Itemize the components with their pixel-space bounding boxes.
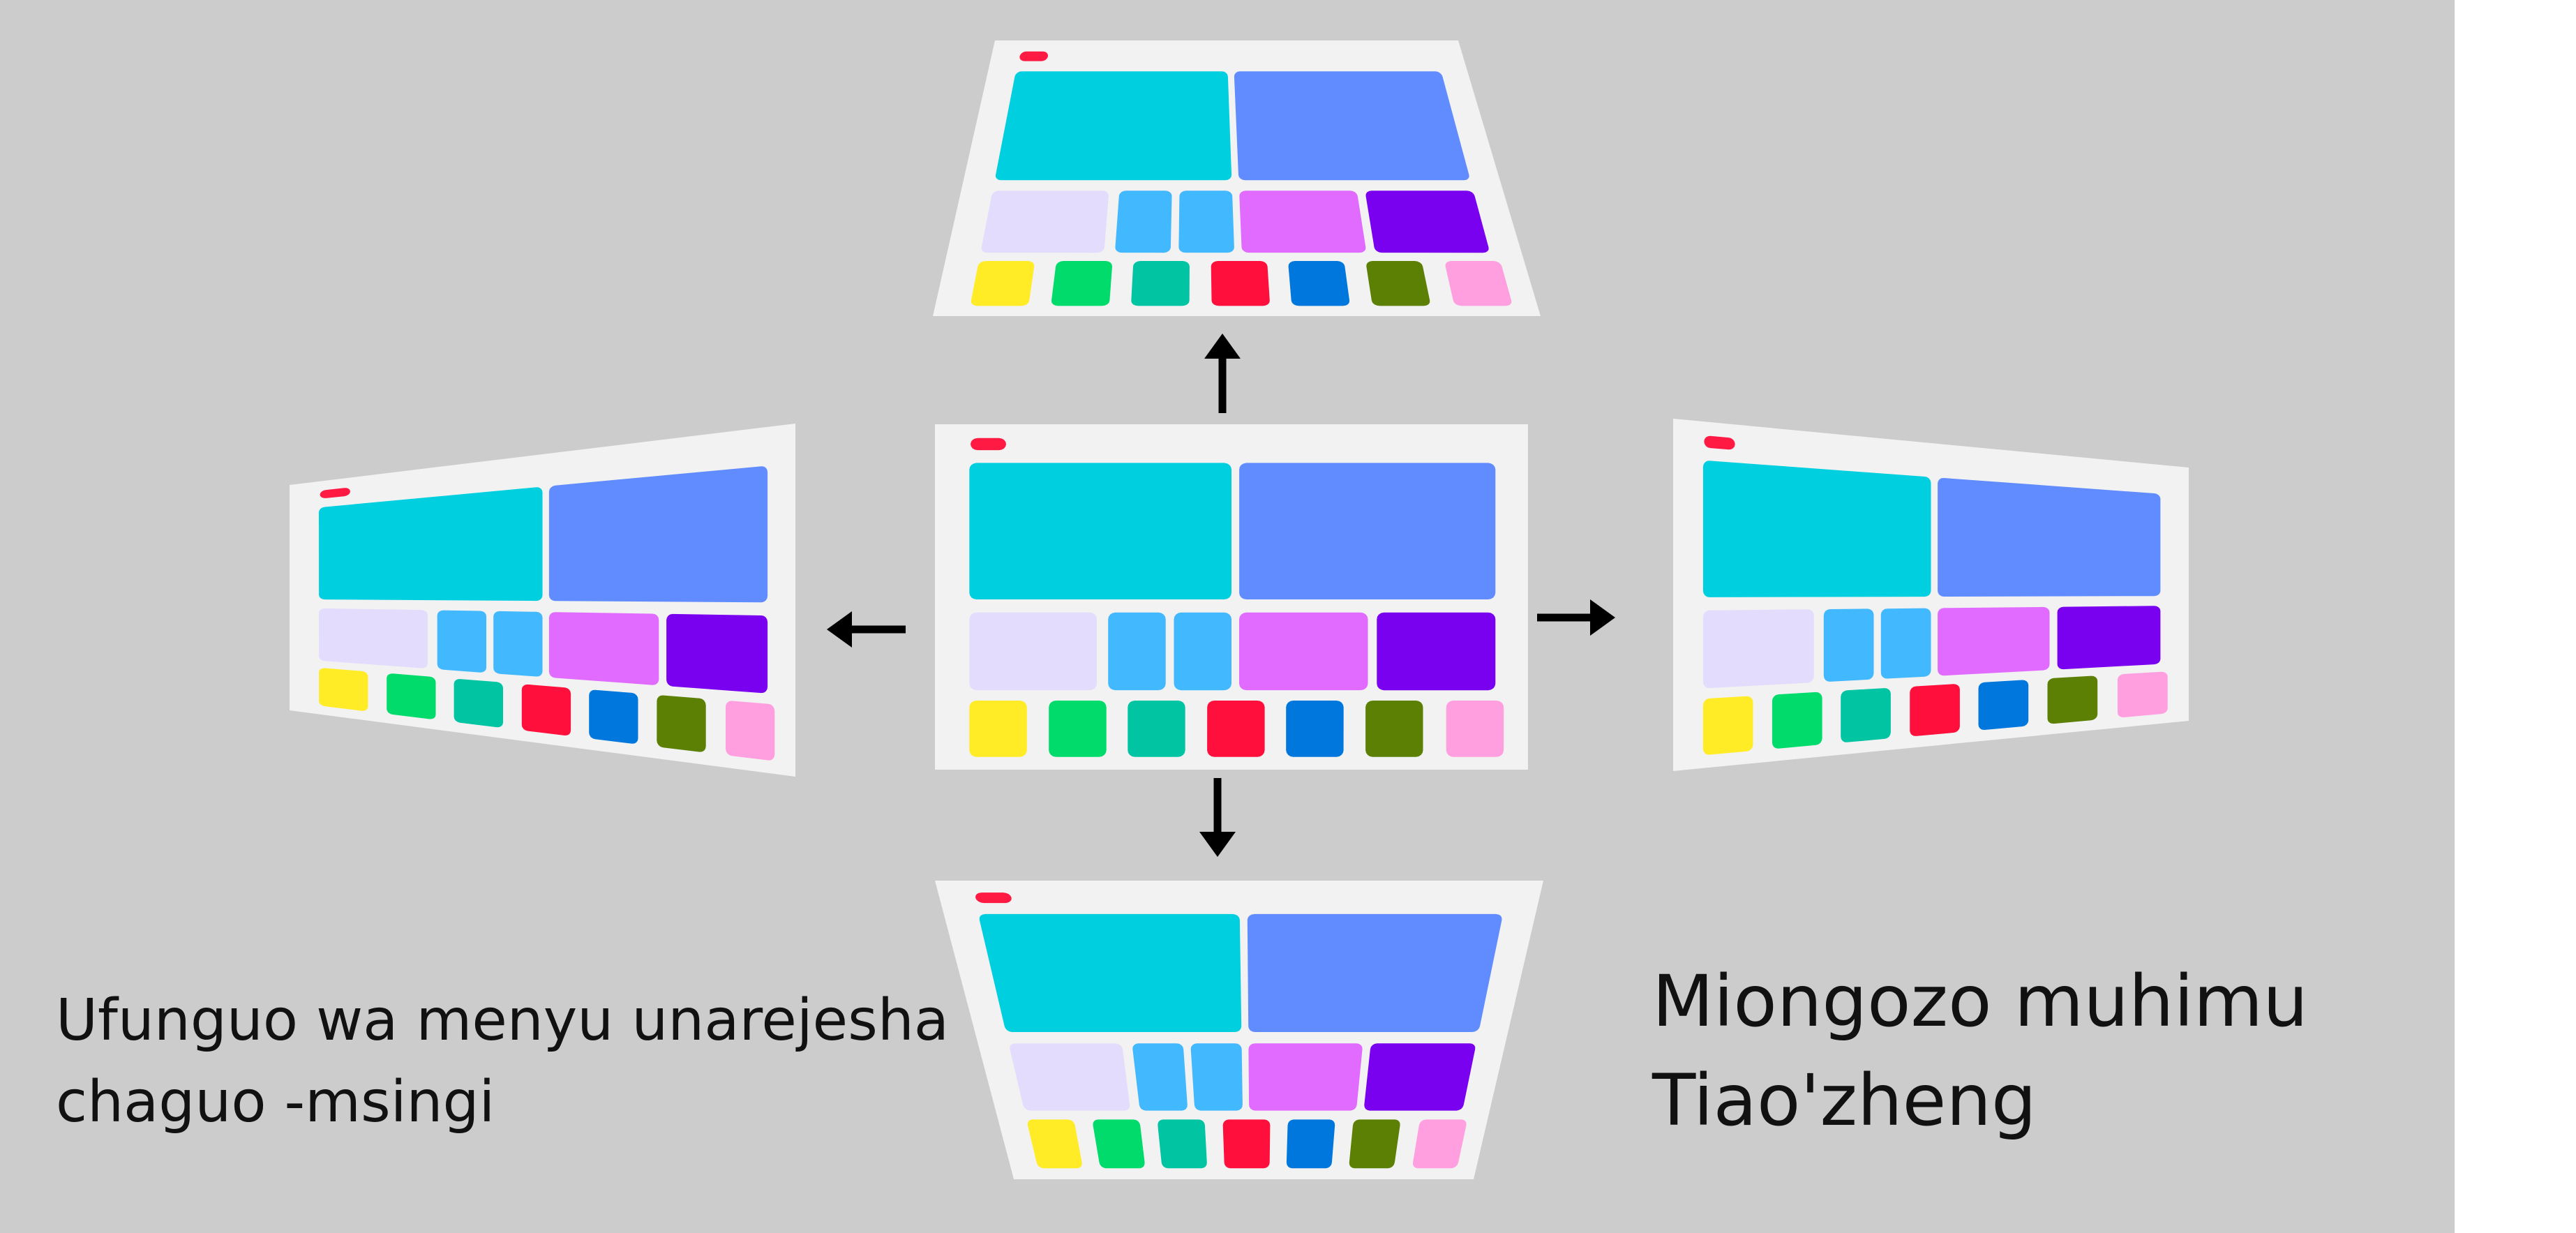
- tile-red: [1211, 261, 1270, 306]
- tile-sky: [1108, 612, 1166, 691]
- tile-light_pink: [1446, 701, 1504, 757]
- screen-right: [1673, 419, 2189, 771]
- tile-sky: [1132, 1043, 1188, 1111]
- tile-olive: [2047, 675, 2098, 724]
- tile-green: [1093, 1119, 1145, 1169]
- tile-teal: [1841, 688, 1891, 742]
- tile-red: [1910, 684, 1960, 736]
- screen-left: [290, 424, 795, 777]
- tile-cyan: [996, 71, 1232, 181]
- tile-red: [1207, 701, 1265, 757]
- status-indicator: [971, 438, 1006, 451]
- tile-lavender: [1702, 609, 1814, 689]
- screen-center: [935, 424, 1528, 770]
- tile-violet: [1364, 1043, 1476, 1111]
- screen-views: [290, 40, 2189, 1179]
- status-indicator: [320, 488, 350, 498]
- arrow-right-icon: [1537, 599, 1615, 636]
- tile-sky: [437, 610, 486, 673]
- caption-left-line1: Ufunguo wa menyu unarejesha: [56, 987, 949, 1054]
- tile-pink_magenta: [1248, 1043, 1363, 1111]
- tile-lavender: [319, 608, 428, 668]
- status-indicator: [1704, 435, 1735, 450]
- tile-olive: [1366, 261, 1430, 306]
- tile-periwinkle: [1247, 913, 1502, 1032]
- tile-olive: [1349, 1119, 1400, 1169]
- arrow-up-icon: [1204, 334, 1241, 413]
- tile-teal: [1128, 701, 1185, 757]
- tile-cyan: [319, 487, 543, 601]
- tile-light_pink: [1445, 261, 1512, 306]
- tile-violet: [1365, 190, 1489, 253]
- tile-cyan: [1702, 461, 1931, 597]
- tile-pink_magenta: [1938, 606, 2050, 676]
- tile-light_pink: [726, 701, 775, 761]
- tile-sky: [1174, 612, 1231, 691]
- tile-olive: [657, 695, 706, 752]
- tile-blue: [1978, 680, 2029, 730]
- tile-periwinkle: [1938, 478, 2161, 597]
- tile-lavender: [1010, 1043, 1130, 1111]
- tile-green: [1772, 692, 1822, 749]
- tile-yellow: [1027, 1119, 1082, 1169]
- tile-blue: [1286, 1119, 1335, 1169]
- caption-left-line2: chaguo -msingi: [56, 1069, 495, 1135]
- tile-pink_magenta: [548, 612, 659, 685]
- tile-teal: [1131, 261, 1190, 306]
- tile-cyan: [979, 913, 1242, 1032]
- status-indicator: [1019, 51, 1048, 61]
- tile-yellow: [319, 668, 368, 711]
- tile-violet: [1377, 612, 1496, 691]
- tile-red: [1222, 1119, 1271, 1169]
- arrow-down-icon: [1199, 778, 1236, 857]
- screen-bottom: [935, 881, 1543, 1179]
- tile-pink_magenta: [1239, 612, 1368, 691]
- tile-green: [387, 673, 436, 719]
- tile-periwinkle: [1234, 71, 1469, 181]
- right-margin: [2455, 0, 2576, 1233]
- tile-sky: [1880, 608, 1931, 679]
- caption-right-line2: Tiao'zheng: [1652, 1059, 2037, 1142]
- tile-blue: [1288, 261, 1350, 306]
- tile-violet: [666, 613, 768, 694]
- tile-green: [1049, 701, 1107, 757]
- tile-pink_magenta: [1239, 190, 1366, 253]
- arrow-left-icon: [827, 611, 906, 648]
- direction-arrows: [827, 334, 1615, 857]
- tile-yellow: [971, 261, 1035, 306]
- tile-sky: [1178, 190, 1234, 253]
- tile-teal: [454, 679, 503, 728]
- tile-sky: [1190, 1043, 1243, 1111]
- caption-right-line1: Miongozo muhimu: [1652, 960, 2308, 1043]
- status-indicator: [975, 892, 1012, 904]
- tile-olive: [1365, 701, 1423, 757]
- tile-lavender: [969, 612, 1097, 691]
- tile-blue: [589, 689, 638, 744]
- tile-yellow: [1702, 696, 1753, 755]
- tile-periwinkle: [1239, 463, 1496, 599]
- tile-sky: [493, 611, 543, 677]
- tile-yellow: [969, 701, 1027, 757]
- tile-cyan: [969, 463, 1231, 599]
- tile-light_pink: [2118, 671, 2168, 717]
- tile-teal: [1158, 1119, 1207, 1169]
- tile-red: [521, 684, 571, 735]
- tile-sky: [1823, 608, 1874, 682]
- tile-lavender: [981, 190, 1109, 253]
- tile-blue: [1286, 701, 1344, 757]
- tile-periwinkle: [548, 466, 768, 603]
- tile-sky: [1115, 190, 1172, 253]
- tile-violet: [2057, 606, 2161, 670]
- tile-green: [1051, 261, 1112, 306]
- tile-light_pink: [1413, 1119, 1467, 1169]
- screen-top: [933, 40, 1541, 316]
